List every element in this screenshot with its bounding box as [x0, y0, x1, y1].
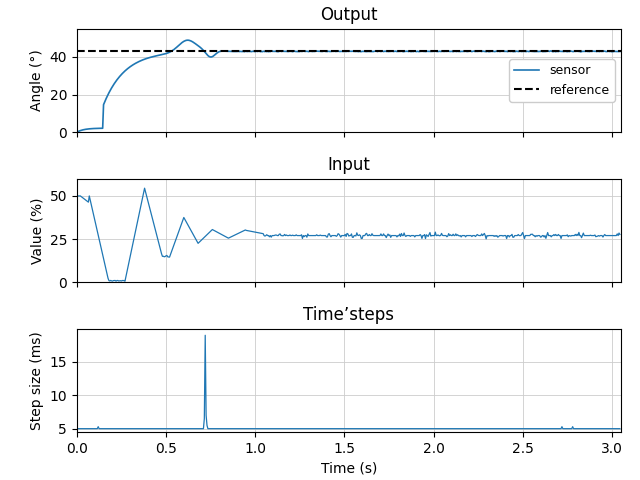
Y-axis label: Step size (ms): Step size (ms): [30, 331, 44, 430]
Y-axis label: Value (%): Value (%): [30, 197, 44, 264]
Legend: sensor, reference: sensor, reference: [509, 60, 614, 102]
reference: [252, 48, 259, 54]
Title: Output: Output: [320, 6, 378, 24]
sensor: [481, 48, 488, 54]
reference: [73, 48, 81, 54]
X-axis label: Time (s): Time (s): [321, 461, 377, 475]
sensor: [355, 49, 362, 55]
sensor: [616, 48, 624, 54]
sensor: [403, 48, 411, 54]
Y-axis label: Angle (°): Angle (°): [30, 49, 44, 111]
Line: sensor: sensor: [77, 40, 620, 132]
Title: Input: Input: [328, 156, 370, 174]
sensor: [73, 129, 81, 135]
sensor: [362, 48, 369, 54]
Title: Time’steps: Time’steps: [303, 306, 394, 324]
sensor: [447, 48, 454, 54]
sensor: [184, 37, 191, 43]
sensor: [335, 48, 343, 54]
